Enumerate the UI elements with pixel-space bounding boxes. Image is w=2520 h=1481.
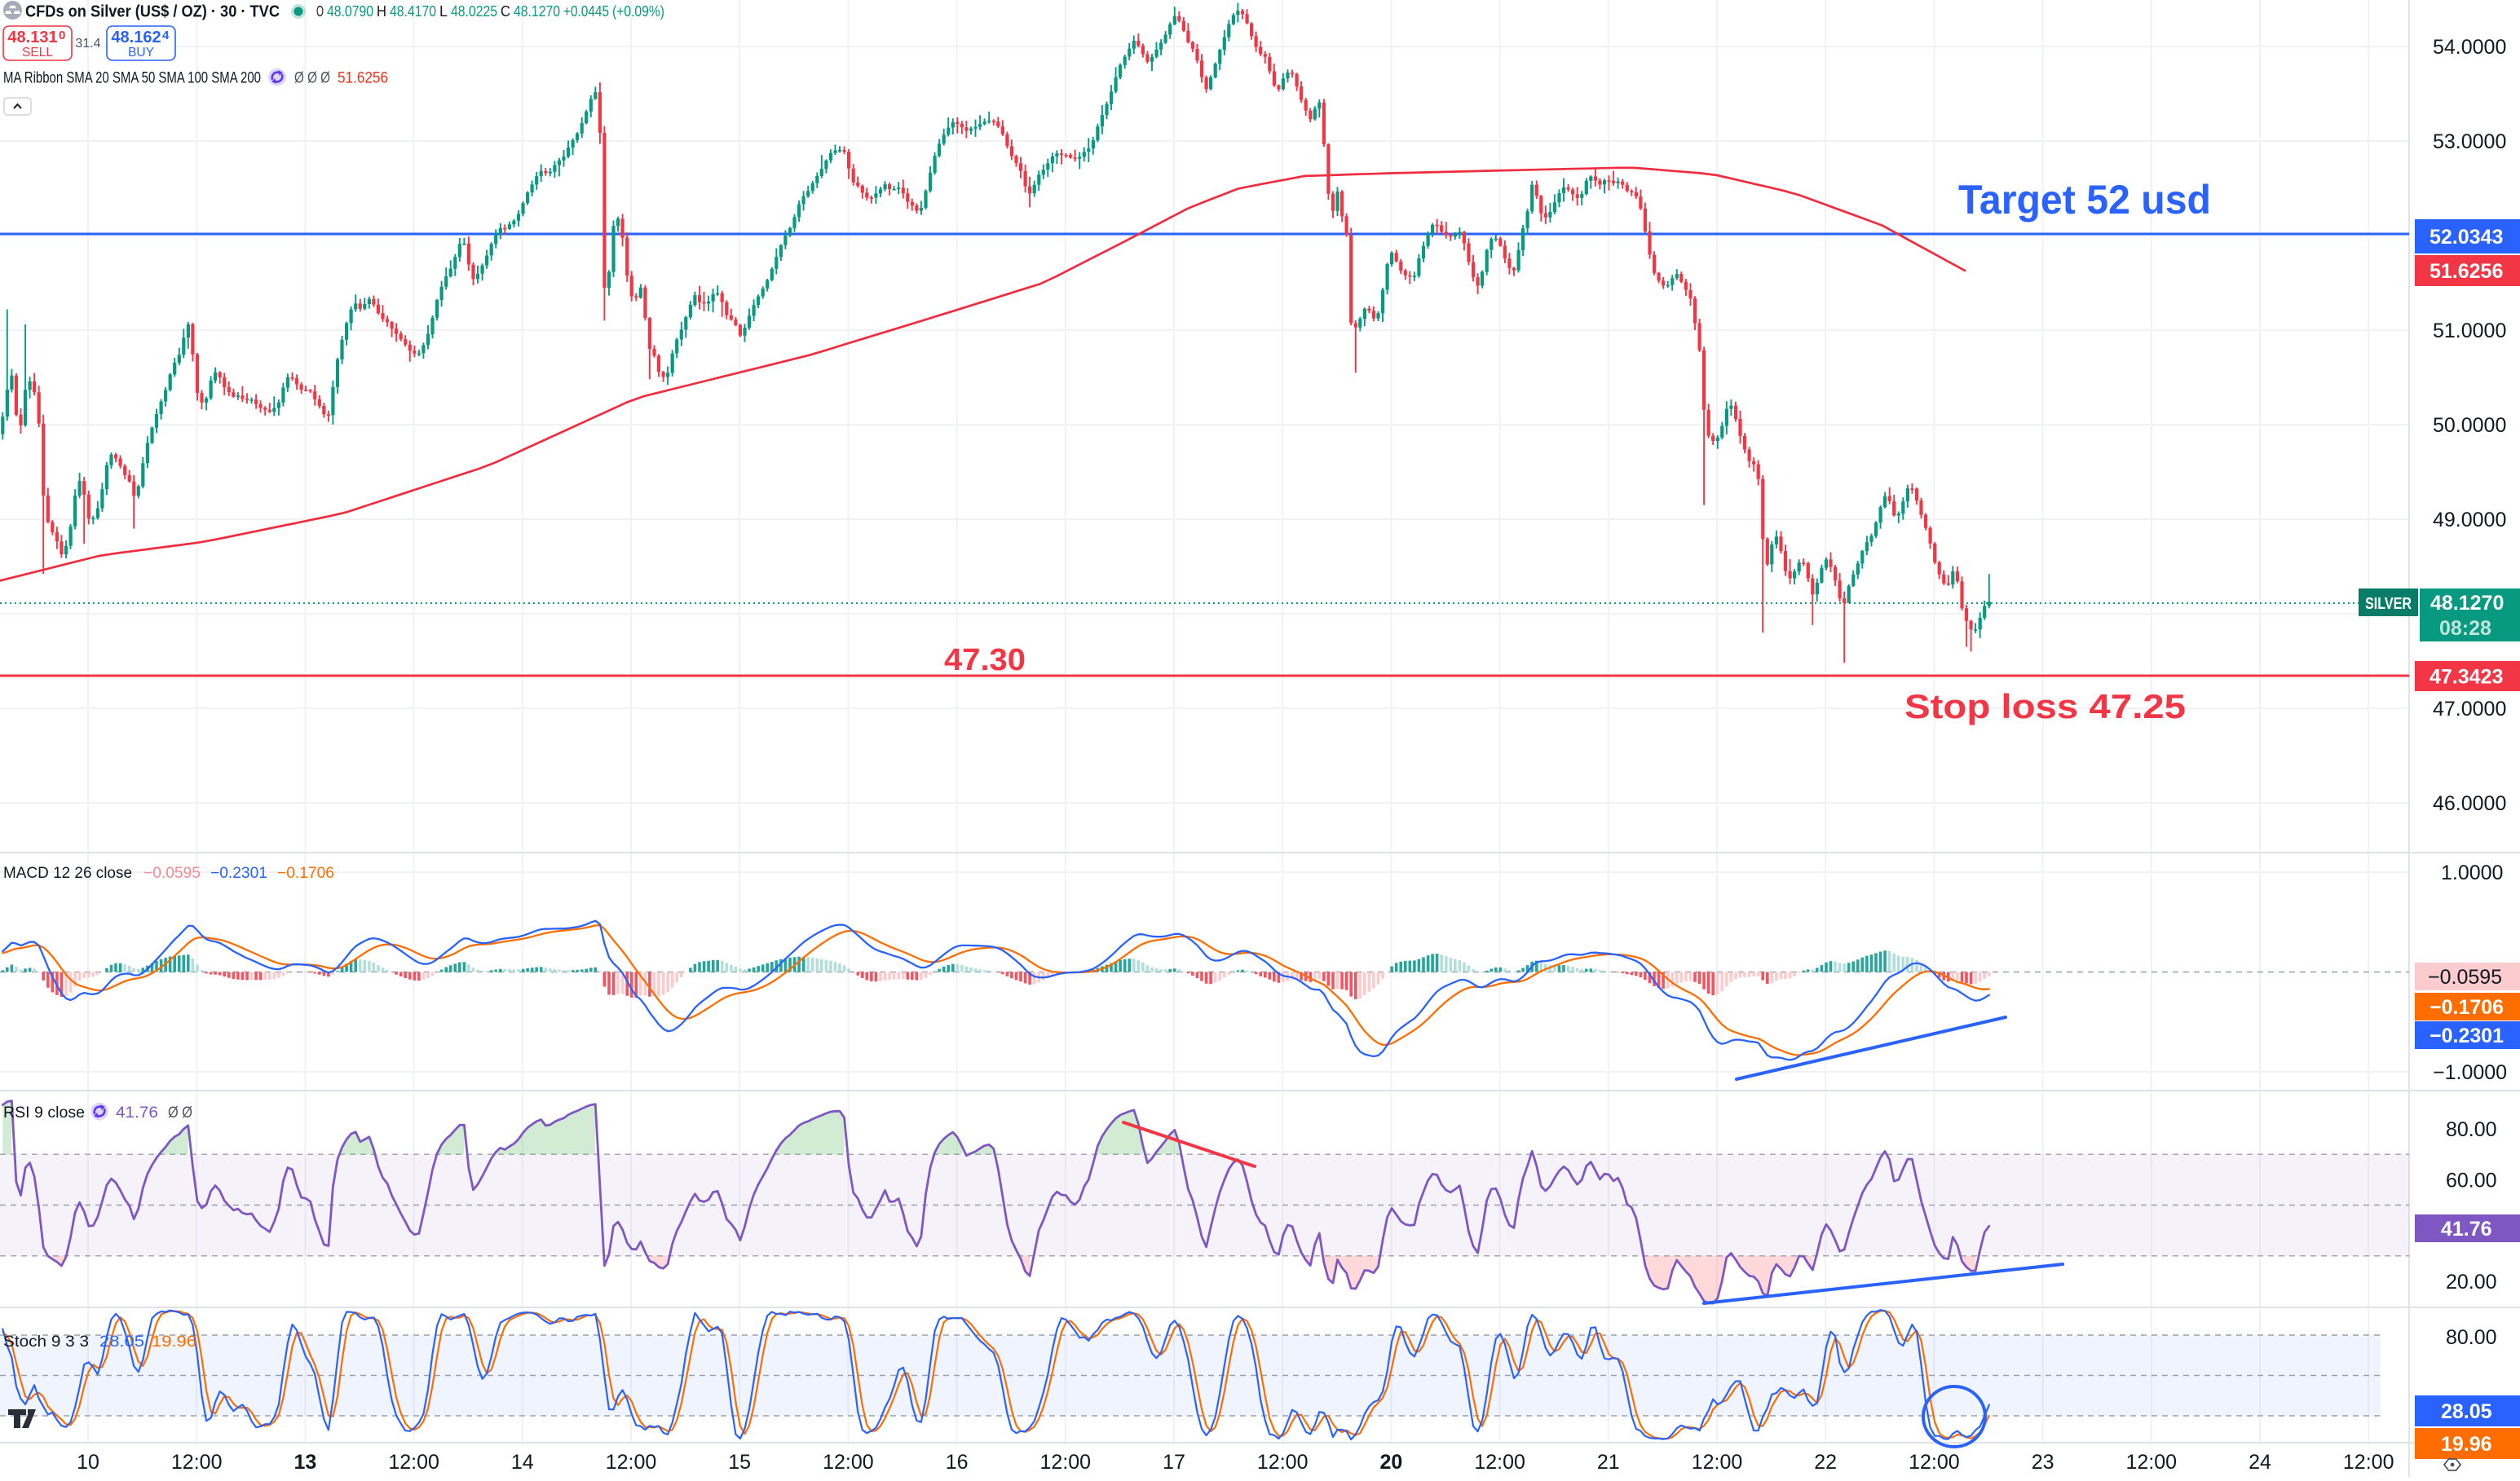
svg-text:12:00: 12:00: [823, 1451, 874, 1474]
svg-text:41.76: 41.76: [116, 1104, 158, 1122]
svg-text:BUY: BUY: [128, 46, 154, 60]
svg-text:21: 21: [1597, 1451, 1620, 1474]
svg-text:MA Ribbon SMA 20 SMA 50 SMA 10: MA Ribbon SMA 20 SMA 50 SMA 100 SMA 200: [3, 69, 261, 87]
svg-text:O: O: [316, 2, 324, 20]
svg-text:53.0000: 53.0000: [2433, 130, 2506, 153]
svg-text:C: C: [501, 2, 510, 20]
svg-text:46.0000: 46.0000: [2433, 792, 2506, 815]
svg-text:47.0000: 47.0000: [2433, 698, 2506, 721]
svg-text:19.96: 19.96: [2441, 1433, 2492, 1456]
svg-text:12:00: 12:00: [1692, 1451, 1743, 1474]
svg-text:08:28: 08:28: [2439, 617, 2491, 640]
svg-text:49.0000: 49.0000: [2433, 509, 2506, 531]
svg-text:H: H: [377, 2, 386, 20]
svg-text:10: 10: [77, 1451, 99, 1474]
svg-text:Target 52 usd: Target 52 usd: [1958, 177, 2211, 223]
svg-text:1.0000: 1.0000: [2441, 862, 2503, 884]
svg-text:48.1270: 48.1270: [514, 2, 560, 20]
svg-text:47.30: 47.30: [944, 643, 1026, 677]
svg-text:17: 17: [1163, 1451, 1185, 1474]
svg-text:80.00: 80.00: [2446, 1326, 2497, 1349]
svg-text:48.0790: 48.0790: [327, 2, 373, 20]
svg-text:Stoch 9 3 3: Stoch 9 3 3: [3, 1333, 89, 1351]
svg-text:51.6256: 51.6256: [338, 69, 388, 87]
svg-text:20: 20: [1379, 1451, 1402, 1474]
svg-text:+0.0445: +0.0445: [563, 2, 609, 20]
svg-text:24: 24: [2249, 1451, 2271, 1474]
svg-text:Ø Ø Ø: Ø Ø Ø: [294, 69, 330, 87]
svg-text:48.162: 48.162: [111, 29, 161, 46]
svg-text:48.0225: 48.0225: [451, 2, 497, 20]
svg-text:31.4: 31.4: [75, 37, 100, 51]
svg-text:CFDs on Silver (US$ / OZ) · 30: CFDs on Silver (US$ / OZ) · 30 · TVC: [25, 3, 280, 21]
svg-text:−0.0595: −0.0595: [2428, 966, 2502, 989]
svg-text:52.0343: 52.0343: [2430, 226, 2503, 249]
svg-text:14: 14: [511, 1451, 534, 1474]
svg-text:48.131: 48.131: [7, 29, 57, 46]
svg-text:20.00: 20.00: [2446, 1271, 2497, 1294]
svg-text:−1.0000: −1.0000: [2433, 1061, 2507, 1084]
svg-text:19.96: 19.96: [152, 1333, 196, 1351]
svg-text:12:00: 12:00: [1040, 1451, 1092, 1474]
svg-text:54.0000: 54.0000: [2433, 36, 2506, 59]
svg-text:SELL: SELL: [22, 46, 53, 60]
svg-text:−0.2301: −0.2301: [2430, 1025, 2504, 1047]
svg-text:Stop loss 47.25: Stop loss 47.25: [1904, 687, 2186, 725]
svg-text:L: L: [439, 2, 448, 20]
svg-text:4: 4: [162, 29, 170, 42]
svg-text:22: 22: [1814, 1451, 1837, 1474]
svg-text:12:00: 12:00: [2126, 1451, 2178, 1474]
svg-text:23: 23: [2032, 1451, 2054, 1474]
svg-text:51.6256: 51.6256: [2430, 260, 2503, 283]
svg-text:SILVER: SILVER: [2365, 595, 2412, 613]
svg-text:0: 0: [59, 29, 65, 42]
svg-text:12:00: 12:00: [1474, 1451, 1525, 1474]
svg-text:60.00: 60.00: [2446, 1169, 2497, 1192]
svg-text:48.4170: 48.4170: [390, 2, 436, 20]
svg-text:16: 16: [946, 1451, 969, 1474]
svg-text:15: 15: [728, 1451, 751, 1474]
svg-text:41.76: 41.76: [2441, 1218, 2492, 1241]
svg-text:12:00: 12:00: [606, 1451, 657, 1474]
svg-text:(+0.09%): (+0.09%): [612, 2, 664, 20]
svg-text:−0.2301: −0.2301: [210, 864, 267, 882]
svg-text:12:00: 12:00: [171, 1451, 223, 1474]
svg-text:51.0000: 51.0000: [2433, 320, 2506, 342]
svg-text:48.1270: 48.1270: [2430, 592, 2504, 615]
svg-text:MACD 12 26 close: MACD 12 26 close: [3, 864, 132, 882]
svg-text:47.3423: 47.3423: [2430, 666, 2503, 689]
svg-text:RSI 9 close: RSI 9 close: [3, 1104, 85, 1122]
svg-text:12:00: 12:00: [2343, 1451, 2394, 1474]
svg-text:12:00: 12:00: [1909, 1451, 1960, 1474]
svg-text:12:00: 12:00: [388, 1451, 439, 1474]
svg-text:13: 13: [293, 1451, 316, 1474]
svg-text:80.00: 80.00: [2446, 1118, 2497, 1141]
svg-text:50.0000: 50.0000: [2433, 414, 2506, 437]
svg-text:−0.1706: −0.1706: [2430, 996, 2504, 1019]
svg-text:12:00: 12:00: [1257, 1451, 1309, 1474]
svg-text:−0.1706: −0.1706: [277, 864, 334, 882]
svg-text:Ø Ø: Ø Ø: [168, 1104, 192, 1122]
svg-text:−0.0595: −0.0595: [143, 864, 201, 882]
svg-text:28.05: 28.05: [99, 1333, 144, 1351]
svg-text:28.05: 28.05: [2441, 1400, 2492, 1423]
